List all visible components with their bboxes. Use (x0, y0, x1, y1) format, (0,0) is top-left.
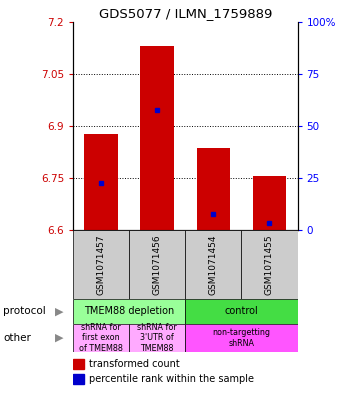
FancyBboxPatch shape (73, 324, 129, 352)
Text: shRNA for
3'UTR of
TMEM88: shRNA for 3'UTR of TMEM88 (137, 323, 177, 353)
Text: control: control (224, 307, 258, 316)
Text: ▶: ▶ (55, 333, 64, 343)
FancyBboxPatch shape (185, 324, 298, 352)
FancyBboxPatch shape (129, 324, 185, 352)
Text: GSM1071456: GSM1071456 (153, 234, 162, 295)
Bar (73, 374, 84, 384)
Title: GDS5077 / ILMN_1759889: GDS5077 / ILMN_1759889 (99, 7, 272, 20)
Bar (84, 134, 118, 230)
FancyBboxPatch shape (73, 299, 185, 324)
Text: ▶: ▶ (55, 307, 64, 316)
FancyBboxPatch shape (73, 230, 129, 299)
FancyBboxPatch shape (185, 299, 298, 324)
Text: shRNA for
first exon
of TMEM88: shRNA for first exon of TMEM88 (79, 323, 123, 353)
Text: other: other (3, 333, 31, 343)
Text: TMEM88 depletion: TMEM88 depletion (84, 307, 174, 316)
FancyBboxPatch shape (185, 230, 241, 299)
Bar (140, 46, 174, 230)
Text: GSM1071457: GSM1071457 (97, 234, 106, 295)
Text: GSM1071455: GSM1071455 (265, 234, 274, 295)
Text: percentile rank within the sample: percentile rank within the sample (89, 374, 254, 384)
Text: GSM1071454: GSM1071454 (209, 234, 218, 294)
Bar (197, 148, 230, 230)
Text: non-targetting
shRNA: non-targetting shRNA (212, 328, 270, 348)
FancyBboxPatch shape (129, 230, 185, 299)
Bar (73, 359, 84, 369)
FancyBboxPatch shape (241, 230, 298, 299)
Text: protocol: protocol (3, 307, 46, 316)
Text: transformed count: transformed count (89, 359, 180, 369)
Bar (253, 176, 286, 230)
